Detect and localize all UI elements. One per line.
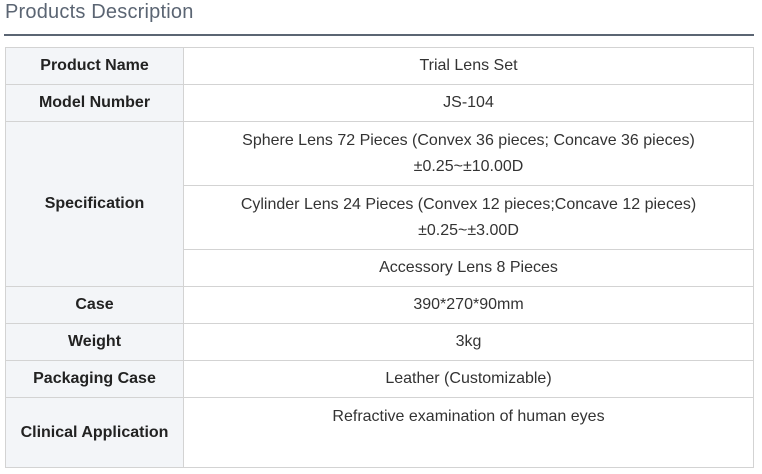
spec-sphere-line2: ±0.25~±10.00D xyxy=(413,157,524,175)
row-label: Weight xyxy=(5,323,184,361)
section-title: Products Description xyxy=(5,1,194,23)
row-value: 3kg xyxy=(183,323,754,361)
title-divider xyxy=(4,34,754,36)
table-row: Clinical Application Refractive examinat… xyxy=(5,397,754,468)
spec-accessory: Accessory Lens 8 Pieces xyxy=(183,249,754,287)
table-row: Cylinder Lens 24 Pieces (Convex 12 piece… xyxy=(6,185,754,250)
table-row: Weight 3kg xyxy=(5,323,754,361)
row-label: Packaging Case xyxy=(5,360,184,398)
table-row: Case 390*270*90mm xyxy=(5,286,754,324)
row-label: Specification xyxy=(5,121,184,287)
table-row: Packaging Case Leather (Customizable) xyxy=(5,360,754,398)
row-label: Clinical Application xyxy=(5,397,184,468)
spec-cylinder-line2: ±0.25~±3.00D xyxy=(418,221,519,239)
row-label: Case xyxy=(5,286,184,324)
row-label: Model Number xyxy=(5,84,184,122)
product-spec-table: Product Name Trial Lens Set Model Number… xyxy=(5,47,754,468)
spec-cylinder-line1: Cylinder Lens 24 Pieces (Convex 12 piece… xyxy=(240,195,697,213)
spec-cylinder: Cylinder Lens 24 Pieces (Convex 12 piece… xyxy=(183,185,754,250)
row-value: 390*270*90mm xyxy=(183,286,754,324)
row-label: Product Name xyxy=(5,47,184,85)
row-value: Trial Lens Set xyxy=(183,47,754,85)
table-row: Product Name Trial Lens Set xyxy=(5,47,754,85)
row-value: JS-104 xyxy=(183,84,754,122)
table-row: Specification Sphere Lens 72 Pieces (Con… xyxy=(5,121,754,287)
table-row: Accessory Lens 8 Pieces xyxy=(6,249,754,287)
spec-sphere: Sphere Lens 72 Pieces (Convex 36 pieces;… xyxy=(183,121,754,186)
table-row: Model Number JS-104 xyxy=(5,84,754,122)
row-value: Refractive examination of human eyes xyxy=(183,397,754,468)
row-value: Leather (Customizable) xyxy=(183,360,754,398)
spec-sphere-line1: Sphere Lens 72 Pieces (Convex 36 pieces;… xyxy=(242,131,695,149)
